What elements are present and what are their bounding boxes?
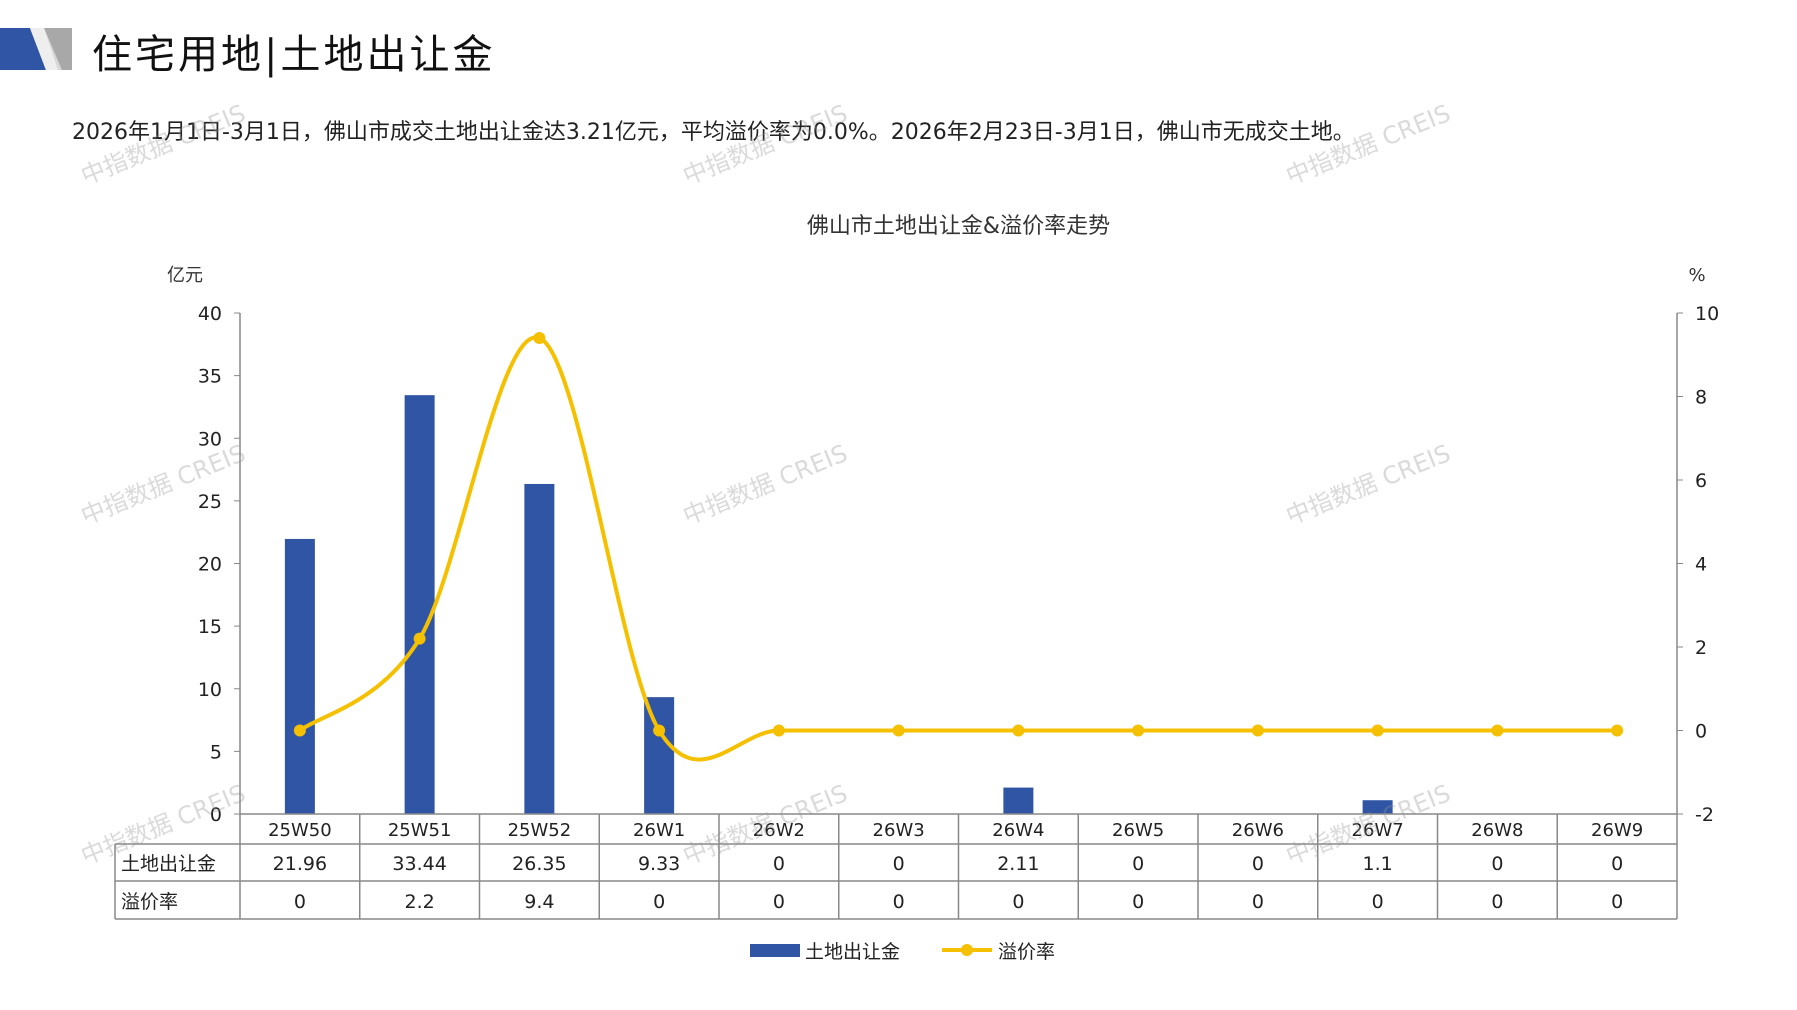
category-label: 25W50 [268,820,332,841]
premium-rate-point-26W9 [1611,724,1624,737]
left-tick-label: 10 [198,679,222,701]
table-row-header-premium-rate: 溢价率 [121,891,178,913]
table-cell-land-fee: 1.1 [1363,853,1393,875]
category-label: 26W7 [1352,820,1404,841]
category-label: 25W52 [508,820,572,841]
table-cell-premium-rate: 0 [1132,891,1144,913]
bar-26W1 [644,697,675,814]
table-cell-premium-rate: 0 [1611,891,1623,913]
table-cell-premium-rate: 0 [773,891,785,913]
category-label: 26W2 [753,820,805,841]
chart-title: 佛山市土地出让金&溢价率走势 [807,214,1110,239]
table-cell-land-fee: 33.44 [392,853,446,875]
legend-bar-swatch [750,944,800,957]
table-cell-premium-rate: 0 [1372,891,1384,913]
table-cell-land-fee: 0 [1252,853,1264,875]
premium-rate-point-26W8 [1491,724,1504,737]
bar-25W50 [284,538,315,814]
category-label: 26W6 [1232,820,1284,841]
right-tick-label: 6 [1695,470,1707,492]
left-tick-label: 15 [198,616,222,638]
table-cell-land-fee: 21.96 [273,853,327,875]
bar-25W51 [404,395,435,814]
premium-rate-point-25W50 [293,724,306,737]
right-tick-label: 4 [1695,554,1707,576]
table-cell-land-fee: 0 [893,853,905,875]
table-cell-land-fee: 0 [1491,853,1503,875]
left-tick-label: 20 [198,554,222,576]
right-tick-label: 2 [1695,637,1707,659]
section-logo-icon [0,28,72,70]
premium-rate-point-25W51 [413,632,426,645]
premium-rate-point-26W7 [1371,724,1384,737]
left-tick-label: 40 [198,303,222,325]
table-cell-premium-rate: 9.4 [524,891,554,913]
right-tick-label: 8 [1695,387,1707,409]
table-cell-premium-rate: 0 [294,891,306,913]
legend-label-land-fee: 土地出让金 [805,941,900,963]
category-label: 26W1 [633,820,685,841]
premium-rate-point-26W3 [892,724,905,737]
table-cell-land-fee: 0 [773,853,785,875]
premium-rate-point-26W2 [772,724,785,737]
left-axis-unit: 亿元 [167,265,203,286]
left-tick-label: 5 [210,741,222,763]
left-tick-label: 30 [198,428,222,450]
category-label: 26W4 [992,820,1044,841]
legend-line-marker [961,944,973,956]
legend-label-premium-rate: 溢价率 [998,941,1055,963]
bar-26W4 [1003,787,1034,814]
premium-rate-point-26W6 [1251,724,1264,737]
table-row-header-land-fee: 土地出让金 [121,853,216,875]
summary-text: 2026年1月1日-3月1日，佛山市成交土地出让金达3.21亿元，平均溢价率为0… [72,120,1355,145]
table-cell-land-fee: 2.11 [997,853,1039,875]
premium-rate-point-26W5 [1132,724,1145,737]
table-cell-premium-rate: 0 [893,891,905,913]
premium-rate-line [298,335,1618,762]
table-cell-land-fee: 26.35 [512,853,566,875]
table-cell-land-fee: 0 [1132,853,1144,875]
premium-rate-point-26W1 [653,724,666,737]
category-label: 26W9 [1591,820,1643,841]
table-cell-premium-rate: 0 [1491,891,1503,913]
category-label: 26W5 [1112,820,1164,841]
table-cell-premium-rate: 0 [653,891,665,913]
left-tick-label: 0 [210,804,222,826]
left-tick-label: 35 [198,366,222,388]
page-title: 住宅用地|土地出让金 [92,32,496,78]
table-cell-land-fee: 9.33 [638,853,680,875]
table-cell-land-fee: 0 [1611,853,1623,875]
right-tick-label: 0 [1695,721,1707,743]
left-tick-label: 25 [198,491,222,513]
category-label: 26W3 [873,820,925,841]
bar-25W52 [524,483,555,814]
premium-rate-point-25W52 [533,332,546,345]
category-label: 26W8 [1471,820,1523,841]
category-label: 25W51 [388,820,452,841]
table-cell-premium-rate: 0 [1012,891,1024,913]
premium-rate-point-26W4 [1012,724,1025,737]
right-tick-label: 10 [1695,303,1719,325]
right-tick-label: -2 [1695,804,1714,826]
table-cell-premium-rate: 2.2 [405,891,435,913]
table-cell-premium-rate: 0 [1252,891,1264,913]
right-axis-unit: % [1688,265,1705,286]
bar-26W7 [1362,800,1393,814]
